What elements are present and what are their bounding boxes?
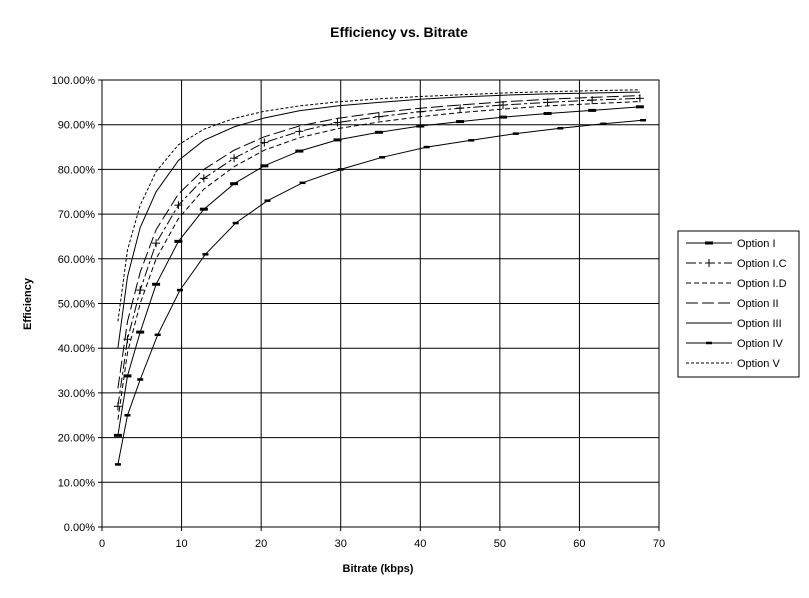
x-tick-label: 60 xyxy=(573,538,585,550)
legend-item: Option V xyxy=(686,358,780,370)
y-tick-label: 20.00% xyxy=(58,433,96,445)
x-tick-label: 20 xyxy=(255,538,267,550)
x-tick-label: 50 xyxy=(494,538,506,550)
y-tick-label: 40.00% xyxy=(58,343,96,355)
legend-item: Option II xyxy=(686,298,779,310)
y-tick-label: 100.00% xyxy=(52,75,96,87)
series-option-ii-line xyxy=(117,95,640,389)
series-option-iv-line xyxy=(117,119,644,465)
series-option-i-c-point xyxy=(333,118,342,127)
legend-label: Option I xyxy=(737,238,776,250)
legend-label: Option II xyxy=(737,298,779,310)
series-option-i-c-point xyxy=(174,201,183,210)
series-option-i-c-point xyxy=(230,154,239,163)
series-option-i-c-point xyxy=(456,104,465,113)
x-axis-title: Bitrate (kbps) xyxy=(343,563,414,575)
y-tick-label: 60.00% xyxy=(58,254,96,266)
legend-label: Option V xyxy=(737,358,780,370)
series-option-i-c-point xyxy=(199,174,208,183)
legend-item: Option I xyxy=(686,238,776,250)
x-axis: 0 10 20 30 40 50 60 70 xyxy=(99,527,665,550)
legend-item: Option I.C xyxy=(686,258,787,270)
y-axis: 0.00% 10.00% 20.00% 30.00% 40.00% 50.00% 60.00… xyxy=(52,75,102,534)
series-option-i-c-point xyxy=(635,94,644,103)
series-option-i xyxy=(113,105,644,437)
series-option-iii xyxy=(117,91,640,349)
series-option-i-line xyxy=(117,106,640,436)
series-option-ii xyxy=(117,95,640,389)
legend-swatch-point xyxy=(705,259,713,267)
series-option-iv xyxy=(114,118,647,466)
chart-title: Efficiency vs. Bitrate xyxy=(330,24,468,40)
y-tick-label: 80.00% xyxy=(58,164,96,176)
legend-label: Option III xyxy=(737,318,782,330)
series-option-i-c-point xyxy=(260,138,269,147)
y-tick-label: 90.00% xyxy=(58,120,96,132)
series-option-i-c-point xyxy=(152,239,161,248)
series-option-i-c-line xyxy=(117,97,640,407)
x-tick-label: 40 xyxy=(414,538,426,550)
series-option-iii-line xyxy=(117,91,640,349)
x-tick-label: 0 xyxy=(99,538,105,550)
legend-label: Option IV xyxy=(737,338,784,350)
legend: Option I Option I.C Option I.D Option II Opt… xyxy=(677,230,800,378)
legend-item: Option I.D xyxy=(686,278,787,290)
y-tick-label: 10.00% xyxy=(58,477,96,489)
legend-label: Option I.D xyxy=(737,278,787,290)
series-option-i-c-point xyxy=(113,402,122,411)
y-tick-label: 50.00% xyxy=(58,299,96,311)
x-tick-label: 70 xyxy=(653,538,665,550)
gridlines xyxy=(102,80,659,527)
series-option-i-c-point xyxy=(374,112,383,121)
series-option-i-d xyxy=(117,101,640,420)
y-tick-label: 70.00% xyxy=(58,209,96,221)
legend-label: Option I.C xyxy=(737,258,787,270)
y-axis-title: Efficiency xyxy=(22,277,34,330)
series-group xyxy=(113,89,647,466)
x-tick-label: 10 xyxy=(175,538,187,550)
legend-item: Option IV xyxy=(686,338,784,350)
series-option-i-c-point xyxy=(295,127,304,136)
y-tick-label: 30.00% xyxy=(58,388,96,400)
y-tick-label: 0.00% xyxy=(64,522,95,534)
series-option-i-c-point xyxy=(416,107,425,116)
series-option-i-c-point xyxy=(136,286,145,295)
legend-item: Option III xyxy=(686,318,782,330)
x-tick-label: 30 xyxy=(335,538,347,550)
series-option-i-d-line xyxy=(117,101,640,420)
legend-box xyxy=(677,230,800,378)
series-option-i-c xyxy=(113,94,644,411)
